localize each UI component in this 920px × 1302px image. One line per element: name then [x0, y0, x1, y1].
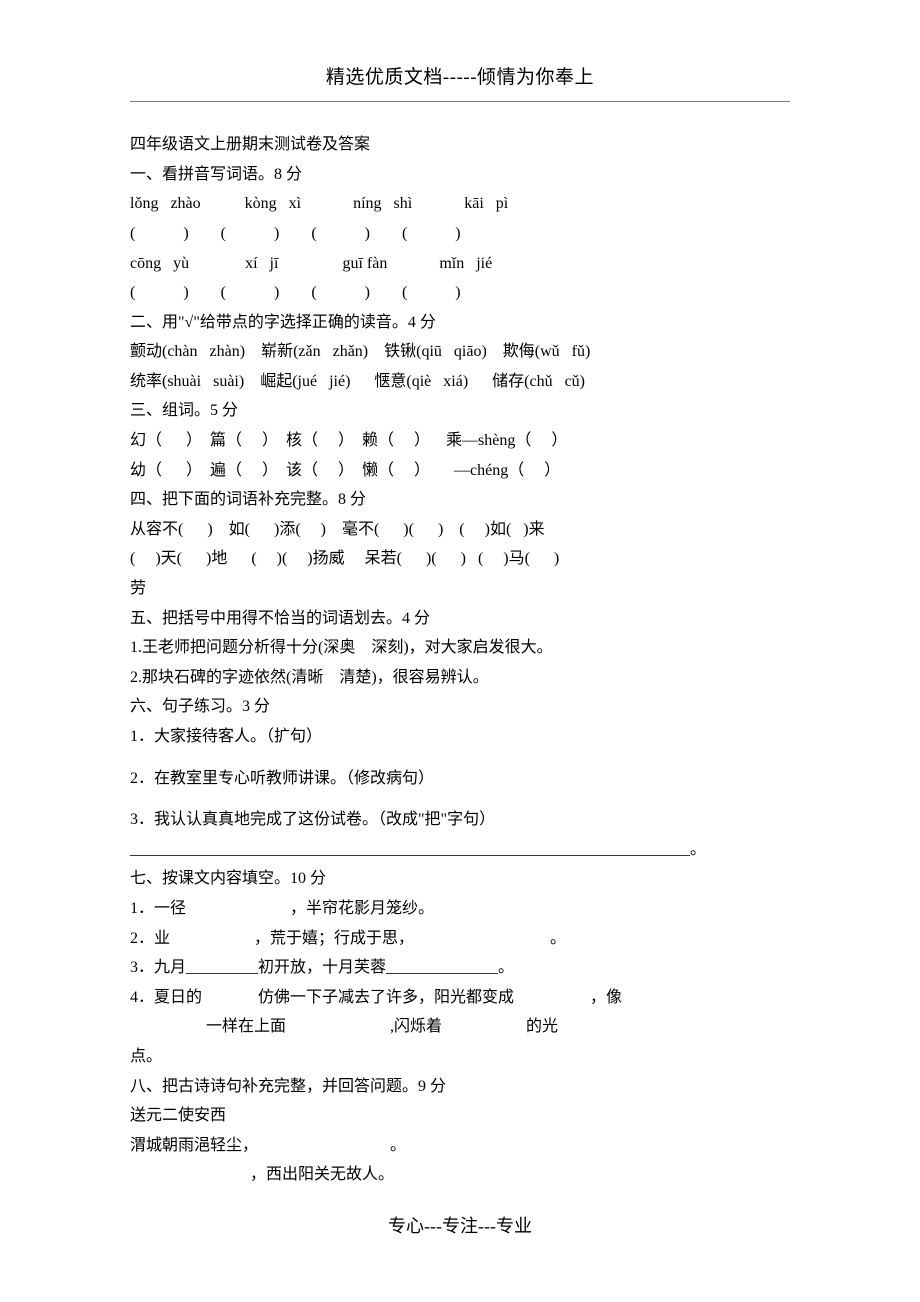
s4-line3: 劳	[130, 574, 790, 604]
s2-line2: 统率(shuài suài) 崛起(jué jié) 惬意(qiè xiá) 储…	[130, 367, 790, 397]
s6-line1: 1．大家接待客人。（扩句）	[130, 722, 790, 752]
s4-line2: ( )天( )地 ( )( )扬威 呆若( )( ) ( )马( )	[130, 544, 790, 574]
footer-text: 专心---专注---专业	[130, 1210, 790, 1243]
page-root: 精选优质文档-----倾情为你奉上 四年级语文上册期末测试卷及答案 一、看拼音写…	[0, 0, 920, 1283]
s7-line6: 点。	[130, 1042, 790, 1072]
s1-line1: lǒng zhào kòng xì níng shì kāi pì	[130, 189, 790, 219]
s7-line5: 一样在上面 ,闪烁着 的光	[130, 1012, 790, 1042]
s8-line2: 渭城朝雨浥轻尘， 。	[130, 1131, 790, 1161]
header-title: 精选优质文档-----倾情为你奉上	[130, 60, 790, 95]
s3-line1: 幻（ ） 篇（ ） 核（ ） 赖（ ） 乘—shèng（ ）	[130, 426, 790, 456]
s1-line2: ( ) ( ) ( ) ( )	[130, 219, 790, 249]
s5-line2: 2.那块石碑的字迹依然(清晰 清楚)，很容易辨认。	[130, 663, 790, 693]
intro-line: 四年级语文上册期末测试卷及答案	[130, 130, 790, 160]
s5-title: 五、把括号中用得不恰当的词语划去。4 分	[130, 604, 790, 634]
s4-title: 四、把下面的词语补充完整。8 分	[130, 485, 790, 515]
s8-line1: 送元二使安西	[130, 1101, 790, 1131]
s7-line3: 3．九月_________初开放，十月芙蓉______________。	[130, 953, 790, 983]
s2-title: 二、用"√"给带点的字选择正确的读音。4 分	[130, 308, 790, 338]
s1-line4: ( ) ( ) ( ) ( )	[130, 278, 790, 308]
s8-line3: ，西出阳关无故人。	[130, 1160, 790, 1190]
spacer-2	[130, 793, 790, 805]
s1-line3: cōng yù xí jī guī fàn mǐn jié	[130, 249, 790, 279]
s6-line3: 3．我认认真真地完成了这份试卷。（改成"把"字句）	[130, 805, 790, 835]
s6-line2: 2．在教室里专心听教师讲课。（修改病句）	[130, 764, 790, 794]
s7-line1: 1．一径 ，半帘花影月笼纱。	[130, 894, 790, 924]
s2-line1: 颤动(chàn zhàn) 崭新(zǎn zhǎn) 铁锹(qiū qiāo) …	[130, 337, 790, 367]
s5-line1: 1.王老师把问题分析得十分(深奥 深刻)，对大家启发很大。	[130, 633, 790, 663]
s1-title: 一、看拼音写词语。8 分	[130, 160, 790, 190]
spacer-1	[130, 752, 790, 764]
s6-blank: ________________________________________…	[130, 835, 790, 865]
s3-line2: 幼（ ） 遍（ ） 该（ ） 懒（ ） —chéng（ ）	[130, 456, 790, 486]
s7-line4: 4．夏日的 仿佛一下子减去了许多，阳光都变成 ，像	[130, 983, 790, 1013]
s7-line2: 2．业 ，荒于嬉；行成于思， 。	[130, 924, 790, 954]
s7-title: 七、按课文内容填空。10 分	[130, 864, 790, 894]
s8-title: 八、把古诗诗句补充完整，并回答问题。9 分	[130, 1072, 790, 1102]
s6-title: 六、句子练习。3 分	[130, 692, 790, 722]
header-rule	[130, 101, 790, 102]
s3-title: 三、组词。5 分	[130, 396, 790, 426]
s4-line1: 从容不( ) 如( )添( ) 毫不( )( ) ( )如( )来	[130, 515, 790, 545]
